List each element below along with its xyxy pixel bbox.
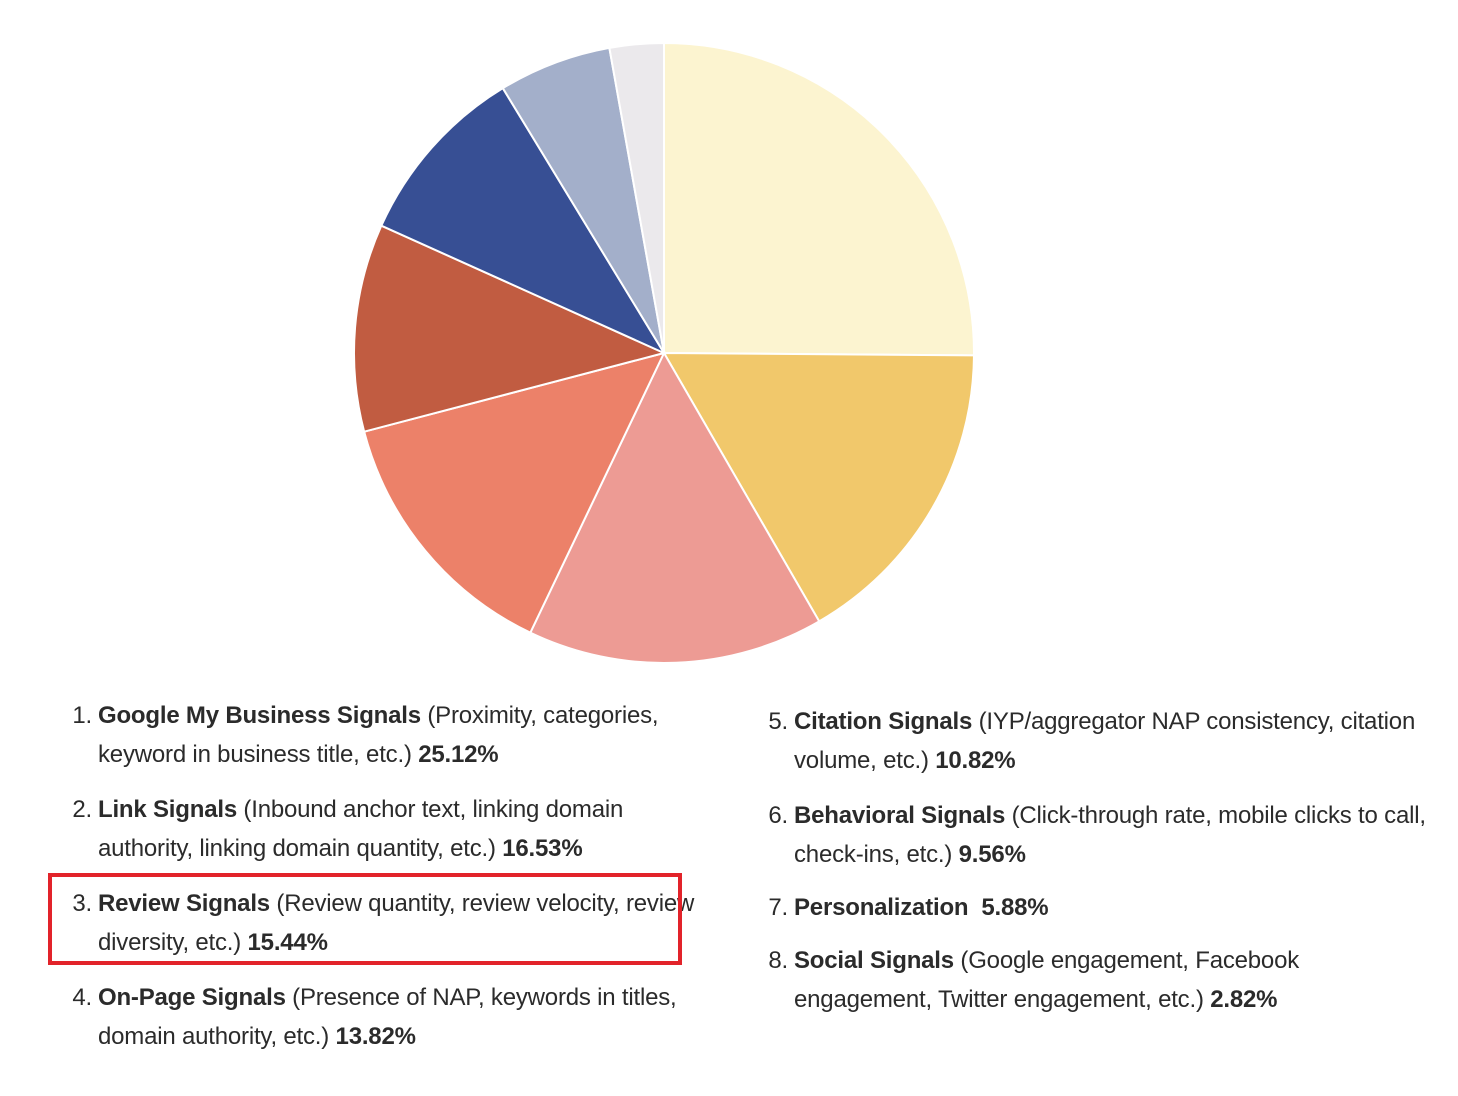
legend-item-description: (Proximity, categories, keyword in busin… [98,702,659,768]
legend-item-name: Personalization [794,894,969,921]
pie-chart [353,41,975,664]
legend-item-description: (Inbound anchor text, linking domain aut… [98,796,624,862]
legend-item-value: 5.88% [981,894,1049,921]
legend-item-value: 25.12% [418,741,499,768]
legend-item-value: 13.82% [335,1023,416,1050]
highlight-box-review-signals [48,873,682,965]
legend-item-name: On-Page Signals [98,984,286,1011]
pie-slice-behavioral-signals [380,86,667,356]
legend-item-name: Citation Signals [794,708,973,735]
legend-item-google-my-business: 1. Google My Business Signals (Proximity… [66,696,716,774]
legend-item-description: (Presence of NAP, keywords in titles, do… [98,984,677,1050]
legend-item-number: 6. [768,802,788,829]
legend-item-number: 2. [72,796,92,823]
legend-item-social-signals: 8. Social Signals (Google engagement, Fa… [762,941,1427,1019]
legend-item-citation-signals: 5. Citation Signals (IYP/aggregator NAP … [762,702,1427,780]
legend-item-number: 3. [72,890,92,917]
legend-item-name: Google My Business Signals [98,702,421,729]
legend-item-value: 16.53% [502,835,583,862]
legend-item-review-signals: 3. Review Signals (Review quantity, revi… [66,884,716,962]
legend-item-link-signals: 2. Link Signals (Inbound anchor text, li… [66,790,716,868]
legend-right-column: 5. Citation Signals (IYP/aggregator NAP … [762,702,1427,1019]
legend-item-on-page-signals: 4. On-Page Signals (Presence of NAP, key… [66,978,716,1056]
legend-item-name: Social Signals [794,947,954,974]
pie-slice-link-signals [662,351,975,623]
legend-item-value: 15.44% [247,929,328,956]
pie-slices [353,41,975,664]
legend-item-value: 2.82% [1210,986,1278,1013]
legend-item-description [968,894,981,921]
legend-item-personalization: 7. Personalization 5.88% [762,888,1427,927]
legend-item-value: 9.56% [958,841,1026,868]
legend-left-column: 1. Google My Business Signals (Proximity… [66,696,716,1056]
pie-slice-review-signals [528,350,821,664]
legend-item-name: Behavioral Signals [794,802,1006,829]
pie-slice-google-my-business-signals [663,41,975,357]
legend-item-number: 5. [768,708,788,735]
pie-slice-citation-signals [353,224,667,433]
legend-item-description: (Google engagement, Facebook engagement,… [794,947,1300,1013]
pie-slice-on-page-signals [362,351,666,635]
legend-item-number: 1. [72,702,92,729]
legend-item-name: Review Signals [98,890,270,917]
pie-slice-social-signals [608,41,665,354]
legend-item-number: 4. [72,984,92,1011]
legend-item-name: Link Signals [98,796,237,823]
legend-item-number: 7. [768,894,788,921]
legend-item-number: 8. [768,947,788,974]
legend-item-description: (IYP/aggregator NAP consistency, citatio… [794,708,1416,774]
legend-item-description: (Click-through rate, mobile clicks to ca… [794,802,1426,868]
legend-item-description: (Review quantity, review velocity, revie… [98,890,695,956]
legend-item-value: 10.82% [935,747,1016,774]
legend-item-behavioral-signals: 6. Behavioral Signals (Click-through rat… [762,796,1427,874]
